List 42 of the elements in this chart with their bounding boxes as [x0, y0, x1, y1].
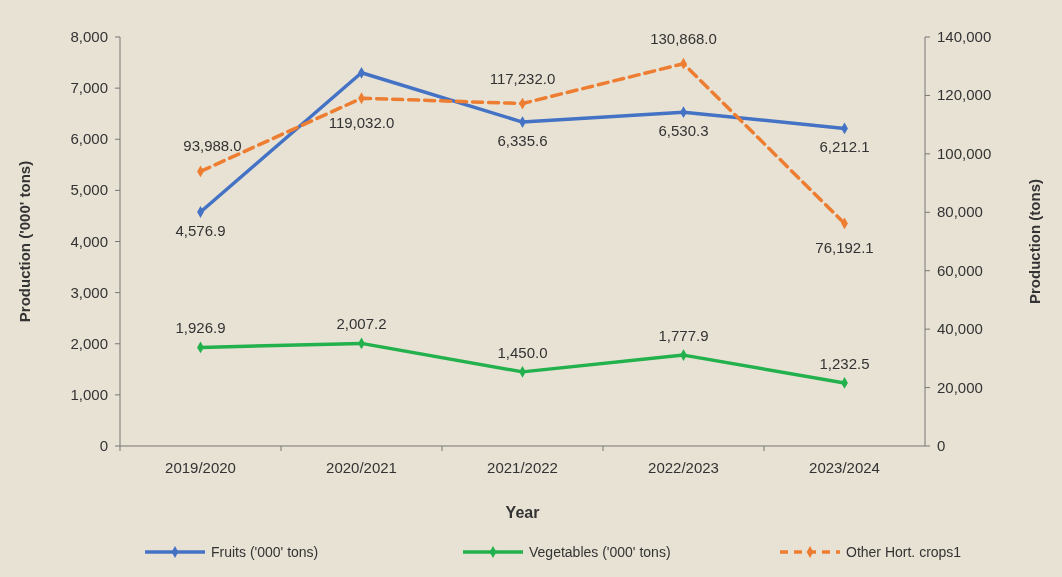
y2-tick-label: 140,000 [937, 28, 992, 45]
y2-tick-label: 100,000 [937, 144, 992, 162]
y2-tick-label: 20,000 [937, 378, 983, 396]
y-tick-label: 3,000 [70, 283, 108, 301]
legend-label: Other Hort. crops1 [846, 544, 962, 560]
x-tick-label: 2023/2024 [809, 459, 880, 476]
y-axis-title: Production ('000' tons) [16, 160, 33, 323]
data-label: 130,868.0 [650, 29, 717, 47]
legend-label: Vegetables ('000' tons) [529, 544, 671, 560]
x-tick-label: 2022/2023 [648, 459, 719, 476]
y-tick-label: 0 [99, 437, 108, 454]
x-axis-title: Year [505, 504, 540, 521]
data-label: 1,450.0 [497, 343, 548, 361]
y-tick-label: 6,000 [70, 130, 108, 148]
data-label: 1,232.5 [819, 354, 870, 372]
y2-tick-label: 0 [937, 437, 946, 454]
x-tick-label: 2020/2021 [326, 459, 397, 476]
data-label: 76,192.1 [815, 239, 874, 257]
y2-axis-title: Production (tons) [1026, 179, 1043, 304]
y-tick-label: 5,000 [70, 181, 108, 199]
data-label: 2,007.2 [336, 315, 387, 333]
x-tick-label: 2021/2022 [487, 459, 558, 476]
data-label: 119,032.0 [328, 114, 395, 132]
legend-label: Fruits ('000' tons) [211, 544, 319, 560]
data-label: 93,988.0 [183, 137, 242, 155]
data-label: 6,212.1 [819, 138, 870, 156]
x-tick-label: 2019/2020 [165, 459, 236, 476]
y2-tick-label: 40,000 [937, 320, 983, 338]
data-label: 1,926.9 [175, 319, 226, 337]
data-label: 1,777.9 [658, 327, 709, 345]
data-label: 6,335.6 [497, 132, 548, 150]
y2-tick-label: 80,000 [937, 203, 983, 221]
y2-tick-label: 120,000 [937, 86, 992, 104]
data-label: 4,576.9 [175, 222, 226, 240]
y2-tick-label: 60,000 [937, 261, 983, 279]
y-tick-label: 8,000 [70, 28, 108, 45]
data-label: 6,530.3 [658, 122, 709, 140]
data-label: 117,232.0 [489, 69, 556, 87]
y-tick-label: 1,000 [70, 385, 108, 403]
y-tick-label: 2,000 [70, 334, 108, 352]
y-tick-label: 4,000 [70, 232, 108, 250]
y-tick-label: 7,000 [70, 79, 108, 97]
